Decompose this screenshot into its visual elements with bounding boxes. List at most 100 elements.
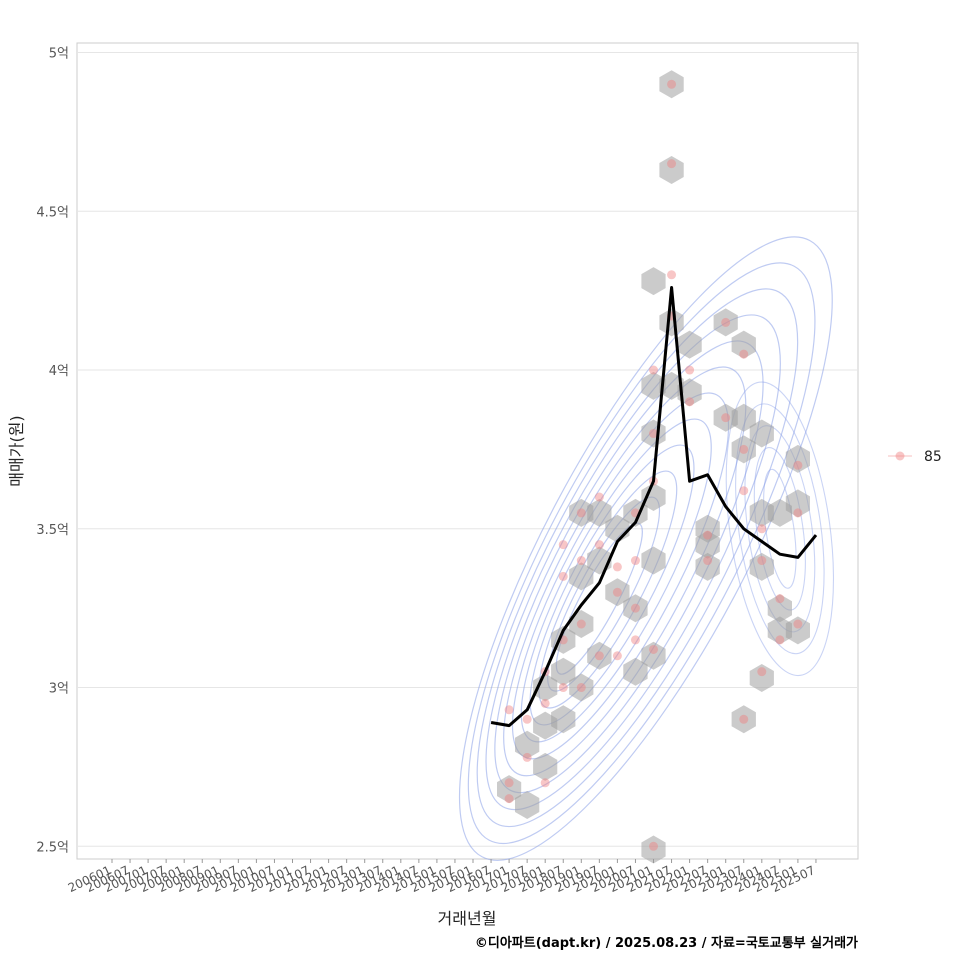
data-point [504, 794, 514, 804]
data-point [667, 79, 677, 89]
points-layer [504, 79, 803, 851]
data-point [721, 317, 731, 327]
density-contour [735, 403, 825, 655]
density-contour [467, 262, 816, 845]
hexbin [515, 791, 540, 819]
hexbin [641, 641, 666, 670]
data-point [576, 556, 586, 566]
data-point [793, 508, 803, 518]
data-point [649, 644, 658, 654]
data-point [522, 752, 532, 762]
y-tick-label: 3.5억 [36, 523, 69, 538]
y-tick-label: 4.5억 [36, 205, 69, 220]
data-point [739, 349, 749, 359]
data-point [739, 486, 749, 496]
grid-lines [77, 52, 858, 847]
hexbin [659, 70, 684, 99]
data-point [576, 683, 586, 693]
hexbin [677, 330, 702, 359]
data-point [594, 651, 604, 661]
hexbin [731, 403, 756, 432]
trend-layer [490, 286, 818, 728]
data-point [793, 460, 803, 470]
data-point [630, 635, 640, 645]
hexbin [551, 657, 576, 686]
legend-label: 85 [924, 449, 942, 465]
legend-key-point [895, 451, 905, 461]
density-contour [763, 468, 797, 589]
density-contour [458, 236, 833, 861]
hexbin [497, 775, 522, 804]
hexbin [623, 594, 648, 623]
hexbin [731, 435, 756, 464]
density-contour [485, 314, 781, 811]
data-point [703, 530, 713, 540]
data-point [757, 524, 767, 534]
hexbin [731, 330, 756, 359]
data-point [504, 778, 514, 788]
data-point [540, 698, 550, 708]
y-tick-label: 3억 [49, 682, 69, 697]
hexbin [731, 705, 756, 734]
data-point [775, 635, 785, 645]
data-point [649, 429, 658, 439]
y-tick-labels: 2.5억 3억 3.5억 4억 4.5억 5억 [36, 47, 69, 856]
hexbin [587, 498, 612, 527]
data-point [594, 492, 604, 502]
data-point [739, 444, 749, 454]
hexbin [533, 673, 558, 702]
data-point [685, 397, 695, 407]
legend: 85 [888, 449, 942, 465]
hexbin [641, 267, 666, 296]
trend-line [490, 286, 818, 728]
data-point [576, 508, 586, 518]
hexbin [713, 308, 738, 337]
hexbin [587, 641, 612, 670]
data-point [649, 365, 658, 375]
hexbin [569, 610, 594, 638]
hexbin [785, 444, 810, 473]
hexbin [677, 378, 702, 407]
data-point [612, 651, 622, 661]
data-point [558, 571, 568, 581]
x-axis-title: 거래년월 [438, 909, 497, 928]
hexbin-layer [497, 70, 810, 864]
data-point [649, 841, 658, 851]
data-point [594, 540, 604, 550]
hexbin [569, 562, 594, 591]
hexbin [767, 594, 792, 623]
hexbin [641, 835, 666, 864]
caption: ©디아파트(dapt.kr) / 2025.08.23 / 자료=국토교통부 실… [475, 935, 858, 951]
data-point [522, 714, 532, 724]
data-point [558, 683, 568, 693]
data-point [775, 594, 785, 604]
hexbin [695, 530, 720, 559]
data-point [612, 587, 622, 597]
data-point [757, 556, 767, 566]
hexbin [569, 673, 594, 702]
hexbin [785, 616, 810, 645]
data-point [630, 603, 640, 613]
hexbin [515, 730, 540, 759]
hexbin [749, 419, 774, 448]
x-tick-labels: 2006012006072007012007072008012008072009… [66, 859, 817, 895]
data-point [630, 556, 640, 566]
data-point [721, 413, 731, 423]
density-contour [476, 288, 799, 828]
hexbin [785, 489, 810, 518]
hexbin [533, 752, 558, 781]
y-tick-label: 2.5억 [36, 840, 69, 855]
data-point [685, 365, 695, 375]
data-point [793, 619, 803, 629]
hexbin [623, 657, 648, 686]
hexbin [749, 664, 774, 692]
y-axis-title: 매매가(원) [7, 415, 26, 486]
hexbin [605, 578, 630, 607]
data-point [558, 540, 568, 550]
hexbin [659, 308, 684, 337]
density-contour [725, 381, 835, 677]
y-tick-label: 4억 [49, 364, 69, 379]
data-point [703, 556, 713, 566]
data-point [540, 778, 550, 788]
